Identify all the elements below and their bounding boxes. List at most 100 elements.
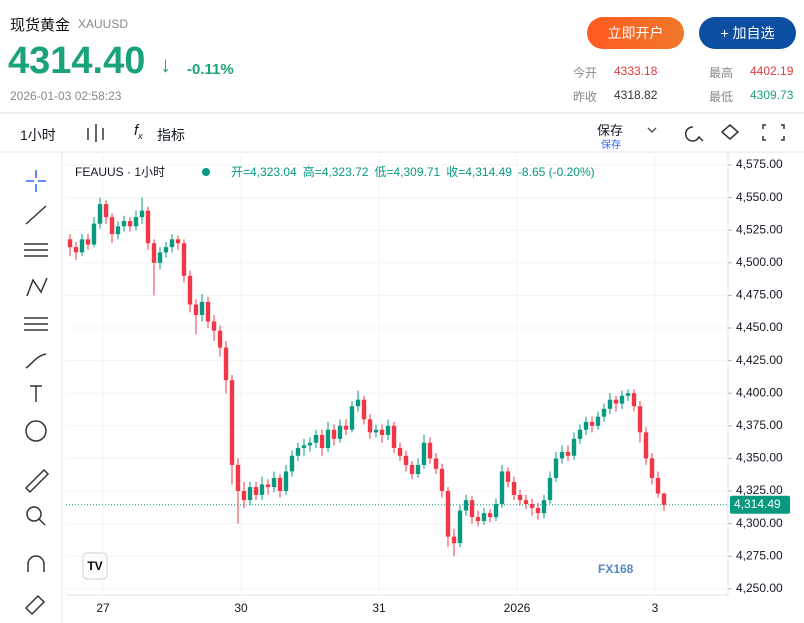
- y-tick-label: 4,550.00: [736, 190, 783, 204]
- candle-body: [211, 321, 217, 331]
- y-tick-label: 4,250.00: [736, 581, 783, 595]
- save-button[interactable]: 保存: [597, 123, 624, 138]
- candle-body: [151, 243, 157, 263]
- candle-body: [457, 510, 463, 544]
- candle-body: [433, 458, 439, 469]
- candle-body: [295, 447, 301, 456]
- x-tick-label: 3: [652, 601, 659, 615]
- candle-body: [325, 429, 331, 448]
- candle-body: [193, 304, 199, 315]
- candle-body: [163, 247, 169, 253]
- candle-body: [139, 210, 145, 218]
- candle-body: [565, 451, 571, 456]
- candle-body: [571, 438, 577, 456]
- stat-label: 最高: [709, 66, 734, 80]
- candle-body: [121, 221, 127, 227]
- candle-body: [391, 425, 397, 448]
- candle-body: [175, 239, 181, 244]
- candle-body: [517, 494, 523, 501]
- x-tick-label: 27: [96, 601, 110, 615]
- y-tick-label: 4,375.00: [736, 418, 783, 432]
- candle-body: [85, 239, 91, 245]
- candle-body: [379, 429, 385, 435]
- candle-body: [661, 493, 667, 505]
- candle-body: [637, 406, 643, 433]
- y-tick-label: 4,500.00: [736, 255, 783, 269]
- stat-label: 最低: [709, 90, 734, 104]
- legend-item: 低=4,309.71: [374, 165, 440, 179]
- legend-item: 高=4,323.72: [303, 164, 369, 179]
- status-dot: [202, 168, 210, 176]
- candle-body: [535, 507, 541, 514]
- candle-body: [187, 275, 193, 305]
- candle-body: [577, 429, 583, 439]
- price: 4314.40: [8, 40, 146, 82]
- candle-body: [127, 221, 133, 227]
- candle-body: [475, 517, 481, 521]
- candle-body: [649, 458, 655, 478]
- candle-body: [583, 421, 589, 430]
- candle-body: [505, 471, 511, 482]
- candle-body: [265, 484, 271, 488]
- candle-body: [157, 252, 163, 263]
- candle-body: [319, 434, 325, 448]
- candle-body: [169, 239, 175, 248]
- legend-item: 开=4,323.04: [231, 165, 297, 179]
- candle-body: [283, 471, 289, 491]
- logo: [82, 552, 108, 580]
- candle-body: [259, 484, 265, 495]
- candle-body: [415, 464, 421, 475]
- candle-body: [547, 477, 553, 501]
- y-tick-label: 4,325.00: [736, 483, 783, 497]
- candle-body: [133, 217, 139, 227]
- candle-body: [229, 380, 235, 465]
- candle-body: [115, 226, 121, 235]
- candle-body: [79, 239, 85, 253]
- candle-body: [493, 504, 499, 518]
- candle-body: [589, 421, 595, 426]
- candle-body: [655, 477, 661, 494]
- y-tick-label: 4,275.00: [736, 548, 783, 562]
- y-tick-label: 4,425.00: [736, 353, 783, 367]
- candle-body: [529, 504, 535, 508]
- y-tick-label: 4,400.00: [736, 385, 783, 399]
- candle-body: [91, 223, 97, 245]
- candle-body: [313, 434, 319, 443]
- candle-body: [427, 442, 433, 459]
- drawing-tools[interactable]: [24, 124, 785, 616]
- legend-item: 收=4,314.49: [446, 165, 512, 179]
- x-tick-label: 2026: [504, 601, 531, 615]
- candle-body: [631, 393, 637, 407]
- datetime: 2026-01-03 02:58:23: [10, 89, 122, 103]
- indicators-button[interactable]: 指标: [157, 127, 185, 143]
- chart-symbol: FEAUUS · 1小时: [75, 165, 165, 179]
- x-tick-label: 31: [372, 601, 386, 615]
- candle-body: [67, 239, 73, 248]
- candle-body: [613, 399, 619, 404]
- symbol: XAUUSD: [78, 17, 129, 31]
- watermark: FX168: [598, 562, 634, 576]
- save-status: 保存: [601, 140, 621, 151]
- candle-body: [601, 408, 607, 417]
- candle-body: [199, 301, 205, 315]
- candle-body: [487, 513, 493, 518]
- interval-button[interactable]: 1小时: [20, 127, 56, 143]
- candle-body: [289, 455, 295, 472]
- candle-body: [223, 347, 229, 381]
- change: -0.11%: [187, 61, 234, 78]
- candle-body: [451, 536, 457, 544]
- candle-body: [73, 247, 79, 253]
- fx-icon: fx: [134, 122, 143, 141]
- last-price-box: [730, 495, 790, 514]
- candle-body: [331, 429, 337, 439]
- candle-body: [361, 399, 367, 420]
- y-tick-label: 4,450.00: [736, 320, 783, 334]
- stat-value: 4309.73: [750, 88, 794, 102]
- candle-body: [109, 217, 115, 235]
- open-account-button[interactable]: 立即开户: [587, 17, 684, 49]
- watchlist-button[interactable]: + 加自选: [699, 17, 796, 49]
- grid: [66, 155, 728, 595]
- stat-value: 4333.18: [614, 64, 658, 78]
- candle-body: [607, 399, 613, 409]
